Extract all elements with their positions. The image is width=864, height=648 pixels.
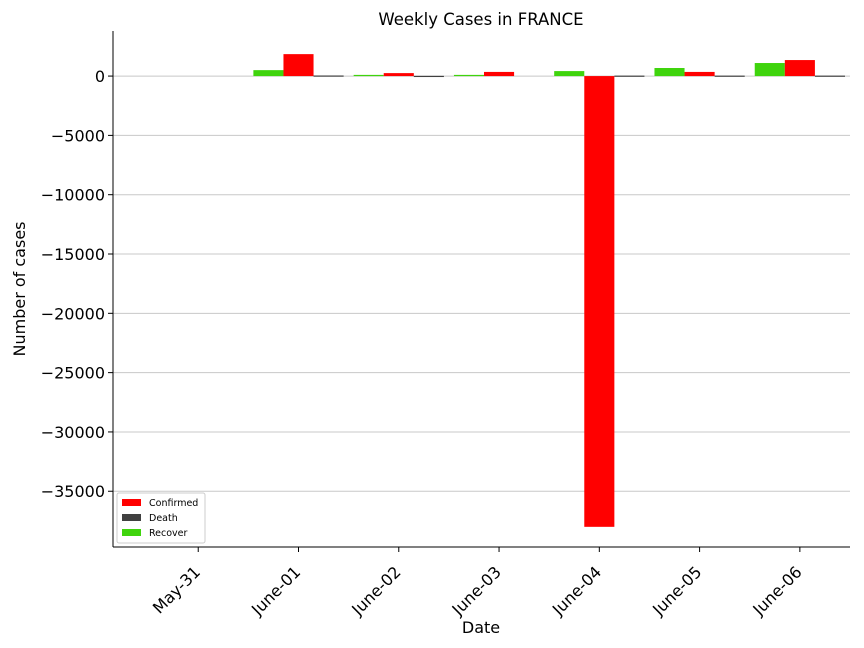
x-tick-label: June-06 — [748, 562, 805, 619]
y-tick-label: −30000 — [41, 423, 105, 442]
y-tick-label: −35000 — [41, 482, 105, 501]
bar-recover — [353, 74, 384, 77]
y-tick-label: 0 — [95, 67, 105, 86]
x-tick-label: June-04 — [548, 562, 605, 619]
bar-recover — [754, 63, 785, 77]
x-tick-label: June-03 — [448, 562, 505, 619]
x-axis-label: Date — [462, 618, 500, 637]
legend-label-recover: Recover — [149, 528, 188, 539]
bars — [253, 54, 845, 527]
bar-recover — [253, 70, 284, 77]
legend: Confirmed Death Recover — [116, 492, 206, 544]
chart-title: Weekly Cases in FRANCE — [378, 10, 583, 29]
legend-swatch-confirmed — [122, 499, 141, 506]
bar-death — [313, 75, 344, 77]
x-tick-label: May-31 — [149, 562, 204, 617]
y-tick-label: −5000 — [51, 126, 105, 145]
bar-recover — [453, 74, 485, 77]
bar-recover — [654, 68, 685, 77]
legend-label-death: Death — [149, 513, 178, 524]
bar-death — [814, 75, 845, 77]
y-tick-label: −15000 — [41, 245, 105, 264]
bar-confirmed — [784, 60, 815, 77]
grid-lines — [113, 75, 850, 492]
bar-confirmed — [383, 73, 414, 77]
x-tick-label: June-05 — [648, 562, 705, 619]
legend-swatch-recover — [122, 529, 141, 536]
bar-death — [413, 75, 444, 78]
bar-death — [614, 75, 645, 77]
x-tick-label: June-01 — [247, 562, 304, 619]
x-ticks: May-31 June-01 June-02 June-03 June-04 June-0… — [149, 547, 806, 620]
y-tick-label: −25000 — [41, 364, 105, 383]
bar-confirmed — [584, 76, 615, 527]
y-ticks: 0 −5000 −10000 −15000 −20000 −25000 −30000 −350… — [41, 67, 113, 501]
y-axis-label: Number of cases — [10, 222, 29, 357]
axes — [112, 31, 850, 548]
legend-label-confirmed: Confirmed — [149, 498, 198, 509]
legend-swatch-death — [122, 514, 141, 521]
bar-recover — [554, 71, 585, 77]
x-tick-label: June-02 — [347, 562, 404, 619]
y-tick-label: −20000 — [41, 304, 105, 323]
bar-confirmed — [484, 71, 515, 77]
y-tick-label: −10000 — [41, 186, 105, 205]
bar-confirmed — [283, 54, 314, 77]
bar-death — [714, 75, 745, 77]
bar-confirmed — [684, 71, 715, 77]
